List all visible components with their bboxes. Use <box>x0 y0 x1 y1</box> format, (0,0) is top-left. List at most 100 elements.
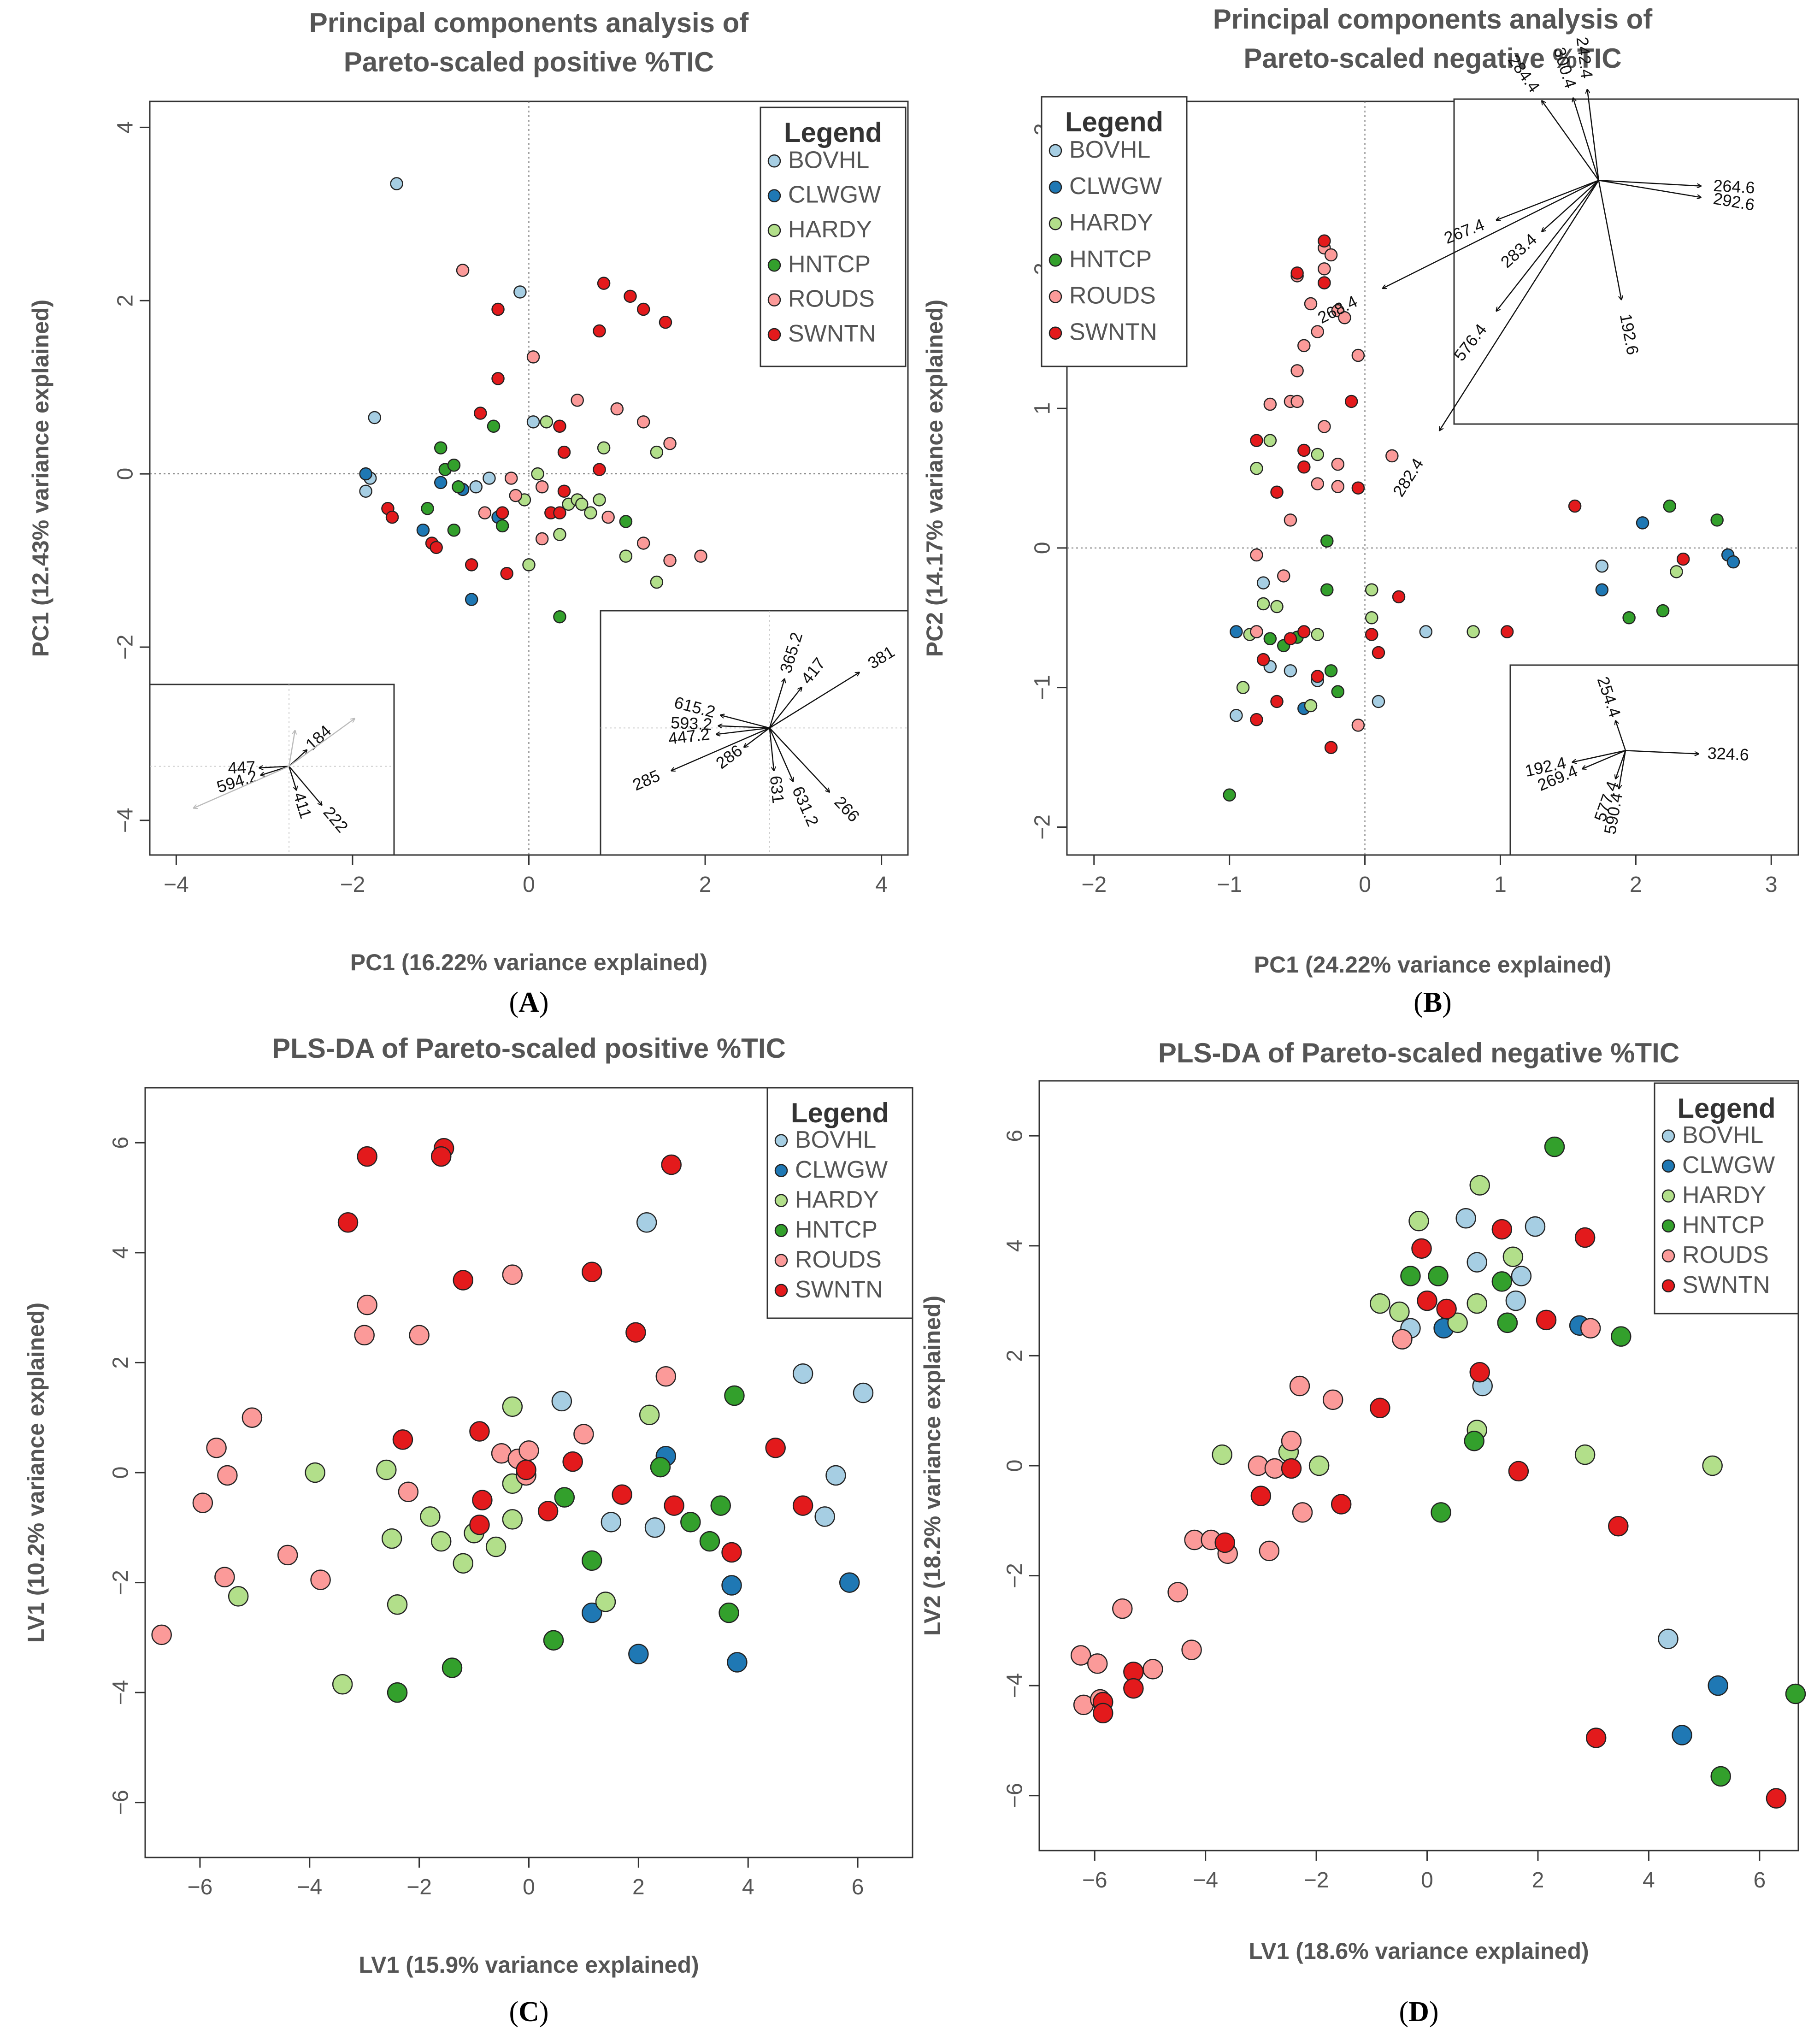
point-swntn <box>500 566 513 580</box>
point-hntcp <box>1622 611 1636 625</box>
panel-label: (B) <box>1414 987 1452 1018</box>
point-rouds <box>1338 311 1351 324</box>
point-hntcp <box>1710 1766 1731 1787</box>
point-hardy <box>1308 1455 1330 1476</box>
data-points <box>1070 1136 1806 1809</box>
point-swntn <box>1568 499 1582 513</box>
point-hardy <box>639 1404 660 1425</box>
x-tick-label: 6 <box>852 1875 864 1899</box>
point-hntcp <box>1491 1271 1513 1292</box>
legend-swatch-swntn <box>774 1284 788 1297</box>
chart-title-line: Principal components analysis of <box>1213 4 1653 35</box>
point-swntn <box>1500 625 1514 638</box>
x-tick-label: 0 <box>1359 873 1371 897</box>
point-swntn <box>516 1459 536 1480</box>
y-tick-label: −6 <box>1003 1783 1027 1808</box>
point-rouds <box>214 1567 235 1587</box>
point-rouds <box>504 472 518 485</box>
loading-arrow <box>259 766 289 768</box>
legend-title: Legend <box>1677 1093 1775 1124</box>
x-tick-label: −2 <box>406 1875 432 1899</box>
legend-entry-bovhl: BOVHL <box>788 147 869 173</box>
point-hntcp <box>1263 632 1277 645</box>
legend-entry-bovhl: BOVHL <box>1682 1122 1763 1149</box>
inset-frame <box>149 684 395 856</box>
point-hntcp <box>619 515 633 528</box>
point-swntn <box>1491 1219 1513 1240</box>
point-hntcp <box>582 1550 602 1571</box>
point-swntn <box>1766 1788 1787 1809</box>
point-hardy <box>584 506 597 519</box>
point-swntn <box>557 484 571 498</box>
point-swntn <box>1411 1238 1432 1259</box>
point-rouds <box>636 415 650 429</box>
point-hntcp <box>553 610 566 624</box>
loading-arrow <box>769 687 802 729</box>
point-swntn <box>1297 443 1311 457</box>
point-rouds <box>1318 262 1331 276</box>
point-rouds <box>1289 1375 1310 1397</box>
loading-arrow <box>1573 750 1626 762</box>
chart-title-line: PLS-DA of Pareto-scaled positive %TIC <box>272 1033 786 1064</box>
y-tick-label: −2 <box>113 635 138 660</box>
point-swntn <box>792 1495 813 1516</box>
point-swntn <box>1250 713 1263 726</box>
point-swntn <box>1290 266 1304 280</box>
point-hntcp <box>1464 1431 1484 1451</box>
chart-title-line: Pareto-scaled negative %TIC <box>1243 43 1621 74</box>
point-swntn <box>495 506 509 519</box>
x-tick-label: −2 <box>340 873 365 897</box>
panel-label: (A) <box>509 987 548 1018</box>
legend-swatch-hntcp <box>1661 1219 1675 1232</box>
point-bovhl <box>1230 708 1243 722</box>
legend-entry-swntn: SWNTN <box>1682 1272 1770 1298</box>
point-hardy <box>1304 699 1318 713</box>
point-hntcp <box>452 480 465 494</box>
loading-arrow <box>1598 180 1701 197</box>
point-swntn <box>1297 460 1311 474</box>
point-swntn <box>1270 695 1284 708</box>
loading-arrow <box>1542 101 1599 181</box>
point-swntn <box>721 1542 742 1563</box>
data-points <box>1223 234 1740 802</box>
point-rouds <box>151 1624 172 1645</box>
legend-swatch-hntcp <box>767 259 781 272</box>
point-rouds <box>1311 325 1324 338</box>
point-bovhl <box>359 484 372 498</box>
point-hardy <box>1365 583 1378 596</box>
point-rouds <box>1290 395 1304 408</box>
inset-frame <box>1509 664 1799 856</box>
point-rouds <box>1167 1582 1188 1603</box>
x-axis-label: LV1 (15.9% variance explained) <box>359 1952 699 1978</box>
legend-box <box>760 106 907 367</box>
point-rouds <box>1385 449 1399 463</box>
x-tick-label: 0 <box>523 873 535 897</box>
point-rouds <box>663 554 677 567</box>
y-tick-label: 1 <box>1031 402 1055 415</box>
point-rouds <box>478 506 492 519</box>
point-hardy <box>381 1528 402 1549</box>
legend-entry-hardy: HARDY <box>1069 209 1153 236</box>
point-hardy <box>522 558 536 572</box>
legend-entry-rouds: ROUDS <box>1069 283 1156 309</box>
point-swntn <box>1372 646 1385 660</box>
point-bovhl <box>1284 664 1297 678</box>
point-hardy <box>485 1536 507 1557</box>
point-swntn <box>392 1429 413 1450</box>
x-tick-label: −2 <box>1081 873 1107 897</box>
point-rouds <box>610 402 624 416</box>
y-axis-label: PC2 (14.17% variance explained) <box>922 300 948 657</box>
point-bovhl <box>1511 1266 1532 1286</box>
point-hntcp <box>1223 788 1236 802</box>
legend-swatch-swntn <box>1048 326 1062 340</box>
x-axis-label: PC1 (24.22% variance explained) <box>1254 952 1611 978</box>
point-hardy <box>1467 625 1480 638</box>
point-swntn <box>469 1515 490 1535</box>
x-tick-label: 4 <box>1643 1868 1655 1893</box>
point-hntcp <box>680 1512 701 1533</box>
point-clwgw <box>465 593 478 606</box>
point-swntn <box>1270 485 1284 499</box>
point-rouds <box>1284 513 1297 527</box>
point-hntcp <box>650 1456 671 1478</box>
